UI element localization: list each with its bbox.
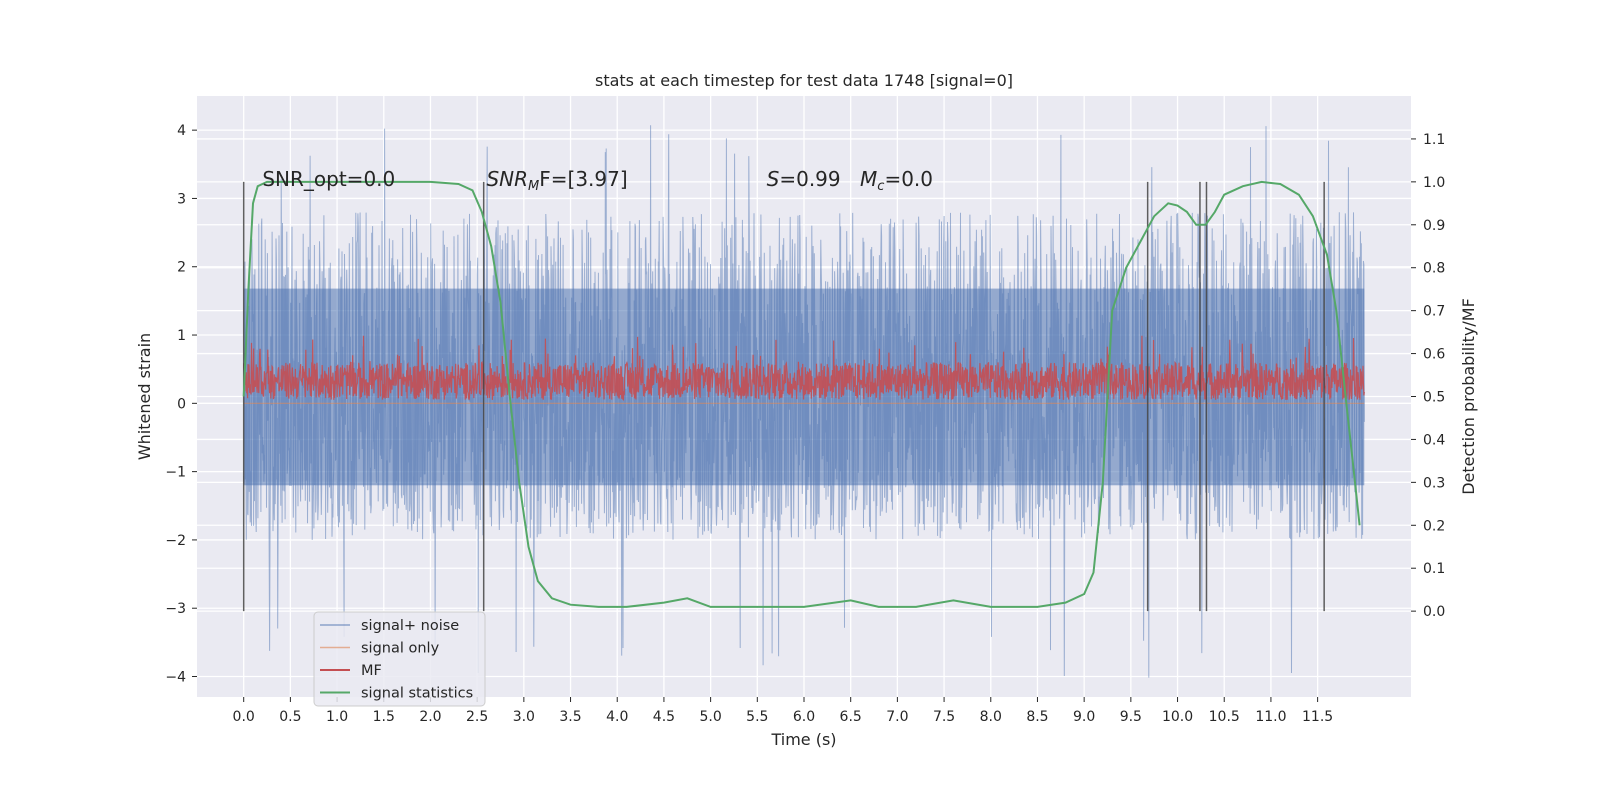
x-tick-label: 3.5 <box>559 709 581 725</box>
annotation-mc-prefix: M <box>860 167 877 191</box>
x-tick-label: 10.0 <box>1162 709 1193 725</box>
annotation-snr-mf-sub: M <box>528 179 539 194</box>
x-tick-label: 0.0 <box>233 709 255 725</box>
legend: signal+ noise signal only MF signal statist… <box>313 611 486 707</box>
annotation-snr-mf: SNRMF=[3.97] <box>486 167 627 194</box>
x-tick-label: 5.0 <box>699 709 721 725</box>
series-signal-statistics <box>242 180 1361 608</box>
x-tick-label: 7.0 <box>886 709 908 725</box>
y-right-tick-label: 0.3 <box>1423 475 1445 491</box>
series-mf <box>243 335 1365 401</box>
y-left-tick-label: −3 <box>165 601 186 617</box>
y-left-tick-label: −1 <box>165 465 186 481</box>
y-right-tick-label: 0.8 <box>1423 261 1445 277</box>
y-left-tick-label: 2 <box>177 260 186 276</box>
y-right-tick-label: 1.1 <box>1423 132 1445 148</box>
annotation-snr-opt: SNR_opt=0.0 <box>262 167 395 191</box>
annotation-s-value: =0.99 <box>779 167 840 191</box>
y-left-tick-label: −4 <box>165 670 186 686</box>
y-right-tick-label: 0.6 <box>1423 347 1445 363</box>
y-right-tick-label: 0.9 <box>1423 218 1445 234</box>
legend-entry: signal+ noise <box>361 618 459 634</box>
annotation-mc: Mc=0.0 <box>860 167 933 194</box>
x-tick-label: 9.0 <box>1073 709 1095 725</box>
x-tick-label: 4.0 <box>606 709 628 725</box>
vertical-markers <box>242 181 1325 612</box>
x-tick-label: 6.5 <box>840 709 862 725</box>
y-right-tick-label: 0.2 <box>1423 518 1445 534</box>
x-tick-label: 11.0 <box>1255 709 1286 725</box>
y-left-tick-label: 3 <box>177 191 186 207</box>
annotation-snr-mf-suffix: F=[3.97] <box>539 167 627 191</box>
x-tick-label: 4.5 <box>653 709 675 725</box>
signal-statistics-line <box>242 180 1361 608</box>
x-tick-label: 9.5 <box>1120 709 1142 725</box>
annotation-s-prefix: S <box>767 167 780 191</box>
x-tick-label: 2.5 <box>466 709 488 725</box>
x-tick-label: 5.5 <box>746 709 768 725</box>
y-left-tick-label: 4 <box>177 123 186 139</box>
x-tick-label: 7.5 <box>933 709 955 725</box>
legend-entry: signal statistics <box>361 686 473 702</box>
annotation-snr-mf-prefix: SNR <box>486 167 528 191</box>
x-axis-label: Time (s) <box>770 730 836 749</box>
annotation-s: S=0.99 <box>767 167 841 191</box>
y-left-tick-label: 0 <box>177 396 186 412</box>
x-tick-label: 10.5 <box>1209 709 1240 725</box>
y-right-tick-label: 0.4 <box>1423 432 1445 448</box>
x-tick-label: 2.0 <box>419 709 441 725</box>
axis-ticks: 0.0 0.5 1.0 1.5 2.0 2.5 3.0 3.5 4.0 4.5 5.0 5.5 6.0 6… <box>165 123 1445 725</box>
chart-title: stats at each timestep for test data 174… <box>595 71 1013 90</box>
legend-entry: signal only <box>361 641 440 657</box>
x-tick-label: 8.5 <box>1026 709 1048 725</box>
x-tick-label: 8.0 <box>980 709 1002 725</box>
y-left-tick-label: −2 <box>165 533 186 549</box>
y-right-tick-label: 0.0 <box>1423 604 1445 620</box>
x-tick-label: 6.0 <box>793 709 815 725</box>
y-right-tick-label: 1.0 <box>1423 175 1445 191</box>
y-right-tick-label: 0.7 <box>1423 304 1445 320</box>
y-axis-label-left: Whitened strain <box>135 333 154 460</box>
x-tick-label: 0.5 <box>279 709 301 725</box>
y-left-tick-label: 1 <box>177 328 186 344</box>
noise-trace <box>243 125 1365 678</box>
x-tick-label: 1.0 <box>326 709 348 725</box>
y-axis-label-right: Detection probability/MF <box>1459 298 1478 495</box>
legend-entry: MF <box>361 663 382 679</box>
x-tick-label: 1.5 <box>373 709 395 725</box>
y-right-tick-label: 0.5 <box>1423 390 1445 406</box>
legend-box <box>313 611 486 707</box>
x-tick-label: 11.5 <box>1302 709 1333 725</box>
annotation-mc-sub: c <box>877 179 884 194</box>
annotation-mc-value: =0.0 <box>884 167 933 191</box>
mf-trace <box>243 335 1365 401</box>
y-right-tick-label: 0.1 <box>1423 561 1445 577</box>
x-tick-label: 3.0 <box>513 709 535 725</box>
